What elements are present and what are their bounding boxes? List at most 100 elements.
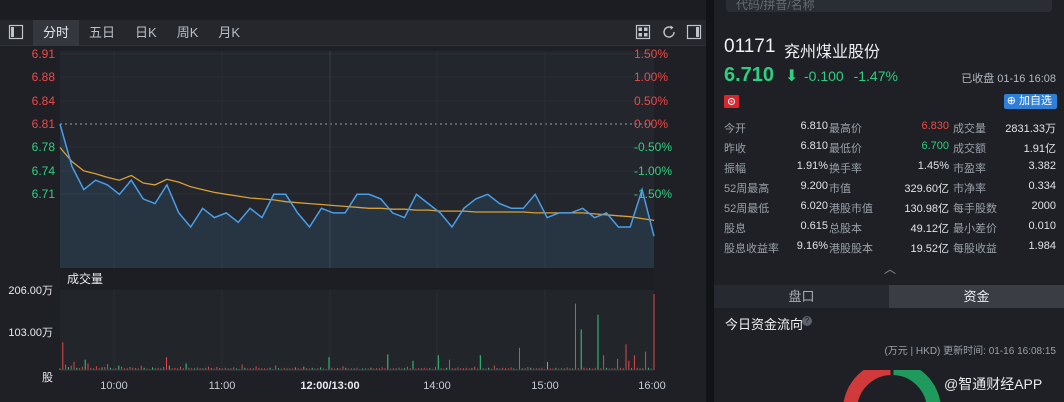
stats-table: 今开 6.810 最高价 6.830 成交量 2831.33万 昨收 6.810 最低价 6.70… <box>724 117 1058 257</box>
stat-value: 0.615 <box>800 220 828 232</box>
market-status: 已收盘 01-16 16:08 <box>961 73 1056 85</box>
add-watchlist-button[interactable]: ⊕ 加自选 <box>1003 94 1057 109</box>
stat-value: 1.45% <box>917 160 949 172</box>
stats-row: 52周最高 9.200 市值 329.60亿 市净率 0.334 <box>724 177 1058 197</box>
avg-price-line <box>59 147 655 222</box>
stat-value: 329.60亿 <box>904 183 949 195</box>
fund-flow-donut <box>843 370 941 402</box>
stat-label: 市净率 <box>953 183 986 195</box>
stat-label: 昨收 <box>724 143 746 155</box>
stat-label: 港股市值 <box>829 203 873 215</box>
stat-label: 每手股数 <box>953 203 997 215</box>
stat-value: 9.200 <box>800 180 828 192</box>
y-tick-left: 6.74 <box>32 164 56 178</box>
y-tick-left: 6.71 <box>32 187 56 201</box>
stat-value: 6.810 <box>800 120 828 132</box>
stat-value: 0.334 <box>1028 180 1056 192</box>
stat-label: 最低价 <box>829 143 862 155</box>
help-icon[interactable]: ? <box>802 316 812 326</box>
y-tick-left: 6.88 <box>32 70 56 84</box>
stat-value: 1.91亿 <box>1023 143 1056 155</box>
volume-tick: 103.00万 <box>8 327 53 339</box>
y-tick-right: 1.50% <box>634 47 668 61</box>
stat-label: 股息收益率 <box>724 243 779 255</box>
plus-icon: ⊕ <box>1006 95 1016 107</box>
quote-panel: 代码/拼音/名称 01171 兖州煤业股份 6.710 ⬇ -0.100 -1.… <box>714 0 1064 402</box>
tab-intraday[interactable]: 分时 <box>33 20 80 46</box>
change-value: -0.100 <box>804 68 844 84</box>
y-tick-left: 6.78 <box>32 140 56 154</box>
hk-flag-icon <box>724 95 739 108</box>
stat-value: 2000 <box>1031 200 1056 212</box>
x-tick: 15:00 <box>531 380 559 392</box>
tab-daily-k[interactable]: 日K <box>135 25 157 40</box>
volume-header-bg <box>60 268 654 289</box>
intraday-chart[interactable]: 6.91 6.88 6.84 6.81 6.78 6.74 6.71 1.50% 1.00% 0.… <box>0 47 706 402</box>
stat-value: 49.12亿 <box>910 223 949 235</box>
stat-value: 6.810 <box>800 140 828 152</box>
y-tick-right: 1.00% <box>634 70 668 84</box>
stat-label: 成交量 <box>953 123 986 135</box>
tab-orderbook[interactable]: 盘口 <box>714 285 889 308</box>
y-tick-left: 6.84 <box>32 94 56 108</box>
stats-row: 振幅 1.91% 换手率 1.45% 市盈率 3.382 <box>724 157 1058 177</box>
tab-capital[interactable]: 资金 <box>889 285 1064 308</box>
y-tick-right: 0.00% <box>634 117 668 131</box>
stat-label: 港股股本 <box>829 243 873 255</box>
stat-label: 股息 <box>724 223 746 235</box>
y-tick-right: -1.00% <box>634 164 672 178</box>
stats-row: 股息收益率 9.16% 港股股本 19.52亿 每股收益 1.984 <box>724 237 1058 257</box>
tab-monthly-k[interactable]: 月K <box>218 25 241 40</box>
chart-panel: 分时 五日 日K 周K 月K 6.91 6.88 6.84 6. <box>0 0 706 402</box>
panel-toggle-icon[interactable] <box>686 24 702 40</box>
stats-row: 52周最低 6.020 港股市值 130.98亿 每手股数 2000 <box>724 197 1058 217</box>
tab-weekly-k[interactable]: 周K <box>176 25 199 40</box>
stat-value: 1.984 <box>1028 240 1056 252</box>
volume-title: 成交量 <box>67 271 103 286</box>
stat-value: 130.98亿 <box>904 203 949 215</box>
fund-flow-title: 今日资金流向 <box>725 317 804 332</box>
stat-label: 换手率 <box>829 163 862 175</box>
tab-five-day[interactable]: 五日 <box>89 25 116 40</box>
collapse-caret-icon[interactable]: ︿ <box>884 262 897 276</box>
grid-layout-icon[interactable] <box>635 24 651 40</box>
stock-code: 01171 <box>724 36 776 57</box>
stat-label: 每股收益 <box>953 243 997 255</box>
stat-value: 9.16% <box>796 240 828 252</box>
y-tick-right: -0.50% <box>634 140 672 154</box>
y-tick-right: 0.50% <box>634 94 668 108</box>
volume-tick: 股 <box>42 371 53 384</box>
y-tick-left: 6.91 <box>32 47 56 61</box>
volume-area-bg <box>60 290 654 370</box>
stats-row: 昨收 6.810 最低价 6.700 成交额 1.91亿 <box>724 137 1058 157</box>
stat-value: 6.020 <box>800 200 828 212</box>
stat-label: 市值 <box>829 183 851 195</box>
down-arrow-icon: ⬇ <box>785 68 799 85</box>
search-input[interactable]: 代码/拼音/名称 <box>726 0 1052 12</box>
fund-flow-subtitle: (万元 | HKD) 更新时间: 01-16 16:08:15 <box>884 346 1056 357</box>
x-tick: 12:00/13:00 <box>300 380 359 392</box>
price-area-fill <box>60 124 654 268</box>
stat-value: 0.010 <box>1028 220 1056 232</box>
y-tick-left: 6.81 <box>32 117 56 131</box>
panel-divider[interactable] <box>706 0 714 402</box>
refresh-icon[interactable] <box>661 24 677 40</box>
top-strip <box>0 0 706 20</box>
stat-value: 19.52亿 <box>910 243 949 255</box>
stat-label: 最小差价 <box>953 223 997 235</box>
watermark-text: @智通财经APP <box>944 376 1043 392</box>
stat-label: 市盈率 <box>953 163 986 175</box>
stat-value: 2831.33万 <box>1005 123 1056 135</box>
stat-label: 最高价 <box>829 123 862 135</box>
volume-tick: 206.00万 <box>8 285 53 297</box>
stat-label: 52周最低 <box>724 203 770 215</box>
price-change: -0.100 -1.47% <box>804 68 898 84</box>
price-area-bg <box>60 51 654 289</box>
stat-value: 3.382 <box>1028 160 1056 172</box>
sidebar-toggle-icon[interactable] <box>8 24 24 40</box>
stat-label: 振幅 <box>724 163 746 175</box>
stat-label: 成交额 <box>953 143 986 155</box>
change-percent: -1.47% <box>853 68 898 84</box>
stat-value: 6.830 <box>921 120 949 132</box>
